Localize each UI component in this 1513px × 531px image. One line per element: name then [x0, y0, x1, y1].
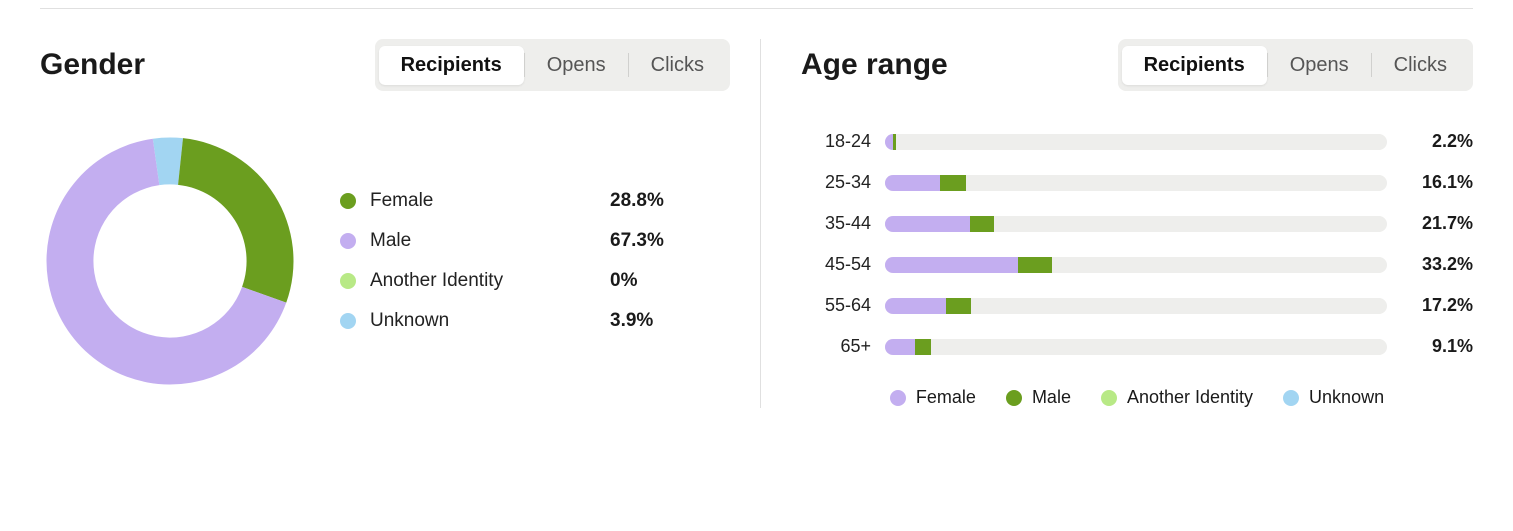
legend-label: Female — [370, 190, 610, 212]
gender-tab-clicks[interactable]: Clicks — [629, 46, 726, 85]
age-bar-segment-male — [885, 175, 940, 191]
age-bar-segment-male — [885, 216, 970, 232]
age-title: Age range — [801, 48, 948, 82]
age-bar-chart: 18-24 2.2% 25-34 16.1% 35-44 21.7% 45-54 33.2% 5… — [801, 131, 1473, 357]
age-bar-track — [885, 298, 1387, 314]
gender-legend-item-unknown: Unknown3.9% — [340, 301, 680, 341]
gender-tabs: RecipientsOpensClicks — [375, 39, 730, 91]
age-bar-segment-male — [885, 134, 893, 150]
age-bar-track — [885, 216, 1387, 232]
age-row-value: 33.2% — [1401, 254, 1473, 275]
age-bar-segment-female — [970, 216, 994, 232]
age-row-45-54: 45-54 33.2% — [801, 254, 1473, 275]
age-row-65plus: 65+ 9.1% — [801, 336, 1473, 357]
age-row-35-44: 35-44 21.7% — [801, 213, 1473, 234]
age-bar-segment-female — [1018, 257, 1052, 273]
swatch-another — [1101, 390, 1117, 406]
legend-value: 3.9% — [610, 310, 680, 332]
age-row-value: 16.1% — [1401, 172, 1473, 193]
gender-donut-chart — [40, 131, 300, 391]
gender-legend-item-female: Female28.8% — [340, 181, 680, 221]
age-bar-segment-male — [885, 339, 915, 355]
panels: Gender RecipientsOpensClicks Female28.8%… — [0, 9, 1513, 408]
age-legend-item-another: Another Identity — [1101, 387, 1253, 408]
age-row-label: 18-24 — [801, 131, 871, 152]
swatch-female — [890, 390, 906, 406]
age-row-label: 35-44 — [801, 213, 871, 234]
age-bar-segment-male — [885, 298, 946, 314]
legend-label: Female — [916, 387, 976, 408]
gender-tab-recipients[interactable]: Recipients — [379, 46, 524, 85]
legend-label: Male — [1032, 387, 1071, 408]
age-row-value: 9.1% — [1401, 336, 1473, 357]
swatch-male — [1006, 390, 1022, 406]
age-row-label: 25-34 — [801, 172, 871, 193]
legend-value: 67.3% — [610, 230, 680, 252]
gender-header: Gender RecipientsOpensClicks — [40, 39, 730, 91]
legend-label: Unknown — [1309, 387, 1384, 408]
age-bar-track — [885, 134, 1387, 150]
legend-label: Male — [370, 230, 610, 252]
legend-label: Another Identity — [1127, 387, 1253, 408]
swatch-male — [340, 233, 356, 249]
age-row-18-24: 18-24 2.2% — [801, 131, 1473, 152]
gender-legend-item-male: Male67.3% — [340, 221, 680, 261]
age-legend-item-female: Female — [890, 387, 976, 408]
age-row-label: 45-54 — [801, 254, 871, 275]
age-legend-item-male: Male — [1006, 387, 1071, 408]
age-row-25-34: 25-34 16.1% — [801, 172, 1473, 193]
age-bar-segment-female — [946, 298, 971, 314]
age-row-value: 2.2% — [1401, 131, 1473, 152]
gender-legend: Female28.8%Male67.3%Another Identity0%Un… — [340, 181, 680, 341]
gender-panel: Gender RecipientsOpensClicks Female28.8%… — [40, 39, 760, 408]
age-panel: Age range RecipientsOpensClicks 18-24 2.2… — [760, 39, 1473, 408]
age-bar-track — [885, 175, 1387, 191]
age-bar-segment-male — [885, 257, 1018, 273]
age-row-value: 17.2% — [1401, 295, 1473, 316]
swatch-unknown — [1283, 390, 1299, 406]
swatch-female — [340, 193, 356, 209]
age-tab-recipients[interactable]: Recipients — [1122, 46, 1267, 85]
legend-label: Unknown — [370, 310, 610, 332]
gender-tab-opens[interactable]: Opens — [525, 46, 628, 85]
age-tab-clicks[interactable]: Clicks — [1372, 46, 1469, 85]
legend-label: Another Identity — [370, 270, 610, 292]
age-bar-segment-female — [893, 134, 896, 150]
age-header: Age range RecipientsOpensClicks — [801, 39, 1473, 91]
age-row-value: 21.7% — [1401, 213, 1473, 234]
age-legend: Female Male Another Identity Unknown — [801, 387, 1473, 408]
donut-slice-female — [178, 138, 293, 302]
legend-value: 28.8% — [610, 190, 680, 212]
age-bar-track — [885, 339, 1387, 355]
legend-value: 0% — [610, 270, 680, 292]
age-bar-track — [885, 257, 1387, 273]
age-row-label: 55-64 — [801, 295, 871, 316]
age-tab-opens[interactable]: Opens — [1268, 46, 1371, 85]
gender-title: Gender — [40, 48, 145, 82]
age-legend-item-unknown: Unknown — [1283, 387, 1384, 408]
gender-legend-item-another: Another Identity0% — [340, 261, 680, 301]
age-row-55-64: 55-64 17.2% — [801, 295, 1473, 316]
gender-body: Female28.8%Male67.3%Another Identity0%Un… — [40, 131, 730, 391]
age-tabs: RecipientsOpensClicks — [1118, 39, 1473, 91]
swatch-unknown — [340, 313, 356, 329]
age-bar-segment-female — [915, 339, 931, 355]
age-bar-segment-female — [940, 175, 966, 191]
swatch-another — [340, 273, 356, 289]
age-row-label: 65+ — [801, 336, 871, 357]
